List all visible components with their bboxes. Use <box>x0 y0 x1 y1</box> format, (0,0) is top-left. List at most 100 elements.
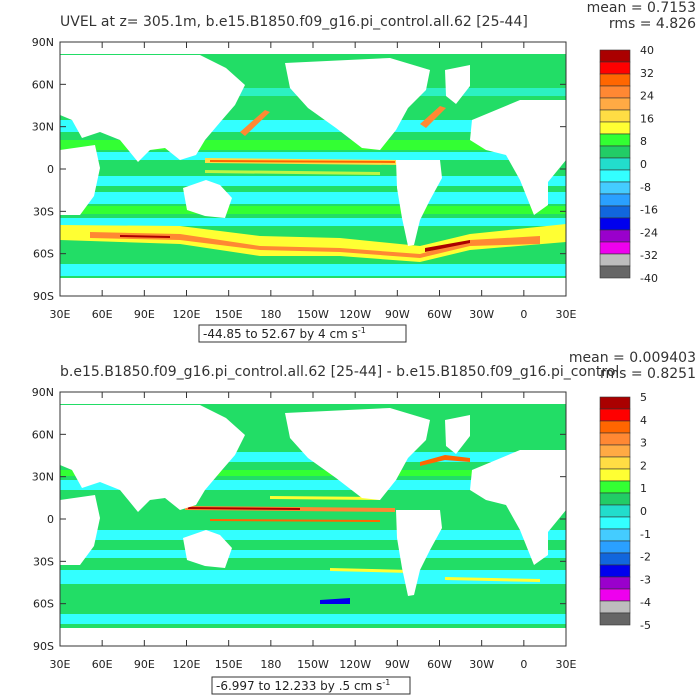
colorbar-label: 2 <box>640 459 647 472</box>
x-tick-label: 90E <box>134 308 155 321</box>
eq-anomaly <box>270 496 380 500</box>
colorbar-label: 4 <box>640 414 647 427</box>
colorbar-swatch <box>599 217 631 231</box>
colorbar-label: 3 <box>640 437 647 450</box>
colorbar-label: -4 <box>640 596 651 609</box>
colorbar-swatch <box>599 456 631 470</box>
colorbar-label: 8 <box>640 135 647 148</box>
colorbar-swatch <box>599 600 631 614</box>
band <box>60 192 566 204</box>
panel-1-mean: mean = 0.7153 <box>587 0 696 16</box>
band <box>60 218 566 226</box>
panel-2-mean: mean = 0.009403 <box>569 350 696 366</box>
land-australia <box>183 180 232 218</box>
band <box>60 530 566 540</box>
colorbar-swatch <box>599 97 631 111</box>
colorbar-swatch <box>599 396 631 410</box>
colorbar-swatch <box>599 169 631 183</box>
panel-2-range-text: -6.997 to 12.233 by .5 cm s <box>216 679 382 693</box>
land-australia <box>183 530 232 568</box>
x-tick-label: 90W <box>385 308 410 321</box>
y-tick-label: 60S <box>33 248 54 261</box>
colorbar-label: -24 <box>640 226 658 239</box>
colorbar-swatch <box>599 588 631 602</box>
colorbar-swatch <box>599 504 631 518</box>
colorbar-label: 16 <box>640 112 654 125</box>
band <box>60 152 566 160</box>
colorbar-swatch <box>599 205 631 219</box>
colorbar-swatch <box>599 528 631 542</box>
colorbar-swatch <box>599 516 631 530</box>
colorbar-label: 0 <box>640 505 647 518</box>
colorbar-swatch <box>599 576 631 590</box>
panel-2-rms: rms = 0.8251 <box>600 366 696 382</box>
y-tick-label: 60N <box>32 78 54 91</box>
panel-1-title: UVEL at z= 305.1m, b.e15.B1850.f09_g16.p… <box>60 14 528 30</box>
colorbar-label: 5 <box>640 391 647 404</box>
x-tick-label: 120E <box>173 658 201 671</box>
y-tick-label: 30N <box>32 471 54 484</box>
x-tick-label: 90E <box>134 658 155 671</box>
anomaly <box>330 568 410 573</box>
colorbar-label: 0 <box>640 158 647 171</box>
panel-2-colorbar: 5 4 3 2 1 0 -1 -2 -3 -4 -5 <box>599 391 651 632</box>
panel-1-range-sup: -1 <box>358 326 366 335</box>
panel-2-range-note: -6.997 to 12.233 by .5 cm s-1 <box>211 676 411 695</box>
colorbar-swatch <box>599 432 631 446</box>
x-tick-label: 150W <box>297 658 329 671</box>
land-south-america <box>396 160 442 246</box>
colorbar-swatch <box>599 61 631 75</box>
band <box>60 570 566 584</box>
band <box>60 264 566 276</box>
x-tick-label: 60E <box>92 308 113 321</box>
x-tick-label: 60E <box>92 658 113 671</box>
colorbar-swatch <box>599 265 631 279</box>
land-europe-africa <box>470 450 566 565</box>
equatorial-jet <box>205 170 380 175</box>
y-tick-label: 90N <box>32 386 54 399</box>
colorbar-swatch <box>599 552 631 566</box>
x-tick-label: 120W <box>339 658 371 671</box>
colorbar-swatch <box>599 85 631 99</box>
colorbar-label: -16 <box>640 204 658 217</box>
colorbar-swatch <box>599 133 631 147</box>
land-africa <box>60 145 100 215</box>
x-tick-label: 150W <box>297 308 329 321</box>
equatorial-jet-core <box>210 160 395 163</box>
colorbar-swatch <box>599 229 631 243</box>
colorbar-label: 40 <box>640 44 654 57</box>
panel-1-map <box>60 42 566 296</box>
gulf-stream-anomaly <box>420 455 470 466</box>
y-tick-label: 30N <box>32 121 54 134</box>
band <box>60 140 566 150</box>
x-tick-label: 90W <box>385 658 410 671</box>
colorbar-swatch <box>599 145 631 159</box>
y-tick-label: 90N <box>32 36 54 49</box>
acc-core <box>90 232 540 258</box>
acc-peak <box>120 235 170 238</box>
colorbar-label: -40 <box>640 272 658 285</box>
land-africa <box>60 495 100 565</box>
land-greenland <box>445 415 470 454</box>
acc-peak <box>425 240 470 252</box>
y-tick-label: 30S <box>33 205 54 218</box>
panel-2-y-axis: 90N 60N 30N 0 30S 60S 90S <box>32 386 566 653</box>
colorbar-label: 1 <box>640 482 647 495</box>
colorbar-swatch <box>599 193 631 207</box>
colorbar-swatch <box>599 241 631 255</box>
eq-anomaly-core <box>188 507 300 510</box>
colorbar-swatch <box>599 612 631 626</box>
colorbar-swatch <box>599 468 631 482</box>
colorbar-swatch <box>599 49 631 63</box>
colorbar-swatch <box>599 492 631 506</box>
x-tick-label: 30E <box>556 308 577 321</box>
x-tick-label: 120W <box>339 308 371 321</box>
land-south-america <box>396 510 442 596</box>
colorbar-label: -2 <box>640 551 651 564</box>
land-north-america <box>285 58 430 150</box>
y-tick-label: 90S <box>33 290 54 303</box>
land-eurasia <box>60 405 245 512</box>
colorbar-label: -5 <box>640 619 651 632</box>
colorbar-swatch <box>599 564 631 578</box>
band <box>60 176 566 186</box>
